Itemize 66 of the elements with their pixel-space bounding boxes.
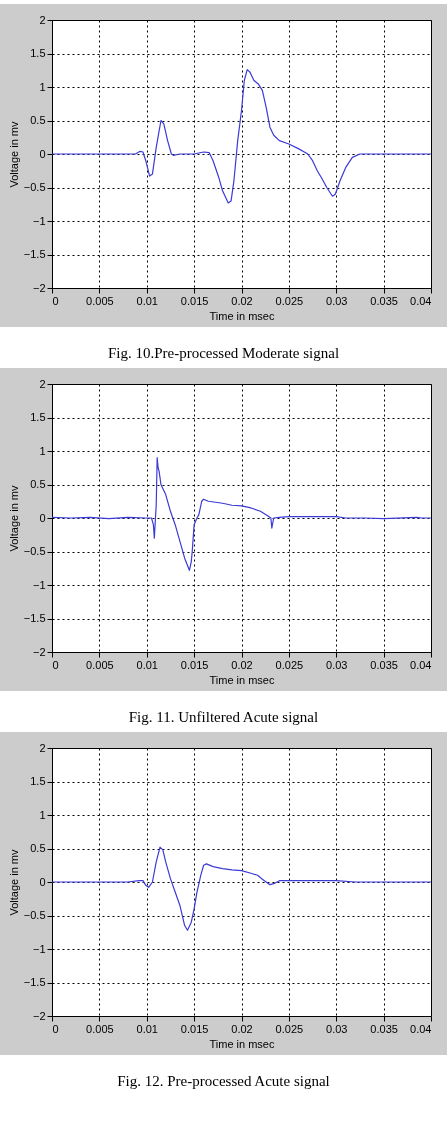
x-tick-label: 0.04 — [410, 1022, 432, 1035]
y-tick-label: 2 — [39, 741, 46, 754]
y-tick-label: 0.5 — [30, 842, 46, 854]
x-axis-title: Time in msec — [209, 1037, 275, 1050]
y-axis-title: Voltage in mv — [7, 848, 20, 916]
y-tick-label: 2 — [39, 377, 46, 390]
y-tick-label: 0 — [39, 147, 46, 160]
x-tick-label: 0.035 — [370, 658, 398, 671]
caption: Fig. 12. Pre-processed Acute signal — [116, 1072, 331, 1090]
y-axis-title: Voltage in mv — [7, 484, 20, 552]
x-tick-label: 0.02 — [231, 1022, 253, 1035]
line-series — [51, 68, 432, 204]
x-tick-label: 0.01 — [136, 658, 158, 671]
x-axis-title: Time in msec — [209, 309, 275, 322]
x-axis-title: Time in msec — [209, 673, 275, 686]
x-tick-label: 0.03 — [326, 658, 348, 671]
y-tick-label: −2 — [32, 281, 46, 294]
x-tick-label: 0.02 — [231, 294, 253, 307]
y-tick-label: 1 — [39, 80, 46, 93]
x-tick-label: 0.03 — [326, 294, 348, 307]
x-tick-label: 0.04 — [410, 658, 432, 671]
y-tick-label: −1 — [32, 214, 46, 227]
y-tick-label: −1.5 — [23, 612, 46, 624]
x-tick-label: 0.005 — [86, 658, 114, 671]
y-tick-label: 0.5 — [30, 478, 46, 490]
y-tick-label: 0 — [39, 875, 46, 888]
x-tick-label: 0.01 — [136, 294, 158, 307]
line-series — [51, 846, 432, 931]
y-axis-title: Voltage in mv — [7, 120, 20, 188]
caption: Fig. 11. Unfiltered Acute signal — [127, 708, 320, 726]
y-tick-label: −1.5 — [23, 976, 46, 988]
x-tick-label: 0.04 — [410, 294, 432, 307]
x-tick-label: 0 — [52, 658, 59, 671]
y-tick-label: −2 — [32, 1009, 46, 1022]
x-tick-label: 0 — [52, 1022, 59, 1035]
y-tick-label: 1.5 — [30, 775, 46, 787]
y-tick-label: 1.5 — [30, 47, 46, 59]
x-tick-label: 0.025 — [275, 1022, 304, 1035]
x-tick-label: 0.015 — [180, 294, 209, 307]
x-tick-label: 0.005 — [86, 294, 114, 307]
y-tick-label: 2 — [39, 13, 46, 26]
line-series — [51, 457, 432, 571]
y-tick-label: 1 — [39, 808, 46, 821]
x-tick-label: 0.025 — [275, 294, 304, 307]
y-tick-label: 1 — [39, 444, 46, 457]
y-tick-label: −2 — [32, 645, 46, 658]
y-tick-label: −1 — [32, 942, 46, 955]
y-tick-label: −0.5 — [23, 909, 46, 921]
x-tick-label: 0.015 — [180, 658, 209, 671]
x-tick-label: 0 — [52, 294, 59, 307]
y-tick-label: 0 — [39, 511, 46, 524]
y-tick-label: 1.5 — [30, 411, 46, 423]
x-tick-label: 0.025 — [275, 658, 304, 671]
y-tick-label: 0.5 — [30, 114, 46, 126]
x-tick-label: 0.015 — [180, 1022, 209, 1035]
x-tick-label: 0.03 — [326, 1022, 348, 1035]
y-tick-label: −0.5 — [23, 545, 46, 557]
x-tick-label: 0.035 — [370, 1022, 398, 1035]
y-tick-label: −1 — [32, 578, 46, 591]
caption: Fig. 10.Pre-processed Moderate signal — [106, 344, 341, 362]
x-tick-label: 0.02 — [231, 658, 253, 671]
x-tick-label: 0.005 — [86, 1022, 114, 1035]
x-tick-label: 0.01 — [136, 1022, 158, 1035]
y-tick-label: −0.5 — [23, 181, 46, 193]
y-tick-label: −1.5 — [23, 248, 46, 260]
x-tick-label: 0.035 — [370, 294, 398, 307]
